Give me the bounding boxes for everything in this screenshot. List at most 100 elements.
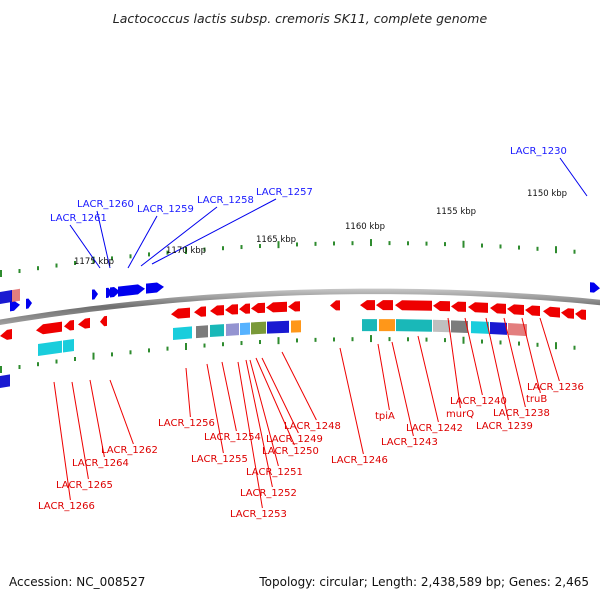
- reverse-gene: [561, 308, 574, 319]
- scale-tick: [92, 256, 95, 264]
- genome-title: Lactococcus lactis subsp. cremoris SK11,…: [112, 11, 488, 26]
- scale-tick: [111, 352, 113, 357]
- scale-tick: [74, 356, 76, 361]
- reverse-gene: [575, 309, 586, 320]
- scale-tick: [277, 241, 280, 249]
- scale-tick: [481, 243, 483, 248]
- leader-line: [464, 317, 483, 396]
- leader-line: [140, 206, 218, 267]
- reverse-gene: [210, 305, 224, 316]
- leader-line: [339, 347, 364, 455]
- forward-gene: [106, 287, 112, 298]
- scale-labels: 1150 kbp 1155 kbp 1160 kbp 1165 kbp 1170 kbp…: [74, 189, 567, 267]
- reverse-gene-label: LACR_1254: [204, 432, 261, 443]
- leader-line: [221, 361, 237, 432]
- scale-tick: [314, 241, 317, 246]
- forward-gene: [92, 289, 98, 300]
- forward-gene: [590, 282, 600, 293]
- scale-tick: [518, 341, 520, 346]
- reverse-gene-label: LACR_1236: [527, 382, 584, 393]
- scale-label: 1170 kbp: [166, 246, 206, 256]
- reverse-gene: [251, 302, 265, 314]
- leader-line: [96, 210, 111, 269]
- scale-tick: [18, 365, 21, 370]
- cog-box: [240, 322, 250, 336]
- topology-summary: Topology: circular; Length: 2,438,589 bp…: [259, 575, 589, 589]
- scale-tick: [462, 336, 465, 344]
- cog-box: [63, 338, 74, 353]
- scale-tick: [351, 337, 354, 342]
- reverse-gene-label: LACR_1265: [56, 480, 113, 491]
- leader-line: [151, 198, 277, 265]
- scale-tick: [425, 241, 428, 246]
- reverse-gene-label: LACR_1242: [406, 423, 463, 434]
- forward-gene-label: LACR_1230: [510, 146, 567, 157]
- scale-tick: [444, 338, 446, 343]
- genes: [0, 282, 600, 340]
- scale-tick: [296, 242, 298, 247]
- cog-box: [379, 319, 395, 332]
- backbone-band: [0, 288, 600, 325]
- leader-line: [206, 363, 224, 454]
- cog-box: [490, 321, 507, 335]
- scale-tick: [185, 247, 187, 255]
- scale-label: 1175 kbp: [74, 257, 114, 267]
- reverse-gene-label: LACR_1248: [284, 421, 341, 432]
- leader-line: [261, 357, 299, 434]
- reverse-gene-label: LACR_1256: [158, 418, 215, 429]
- cog-box: [471, 321, 489, 334]
- reverse-gene: [78, 317, 90, 329]
- forward-gene: [118, 284, 145, 297]
- cog-box: [396, 319, 432, 332]
- backbone: [0, 288, 600, 325]
- label-leaders: [53, 157, 588, 509]
- cog-box: [173, 326, 192, 341]
- reverse-gene: [225, 304, 238, 315]
- reverse-gene: [0, 329, 12, 340]
- scale-tick: [240, 245, 243, 250]
- scale-tick: [407, 337, 409, 342]
- scale-tick: [333, 241, 335, 246]
- reverse-gene: [288, 301, 300, 312]
- scale-tick: [166, 346, 169, 351]
- reverse-gene: [239, 303, 250, 314]
- reverse-gene: [507, 304, 524, 315]
- cog-box: [362, 319, 377, 332]
- cog-box: [0, 290, 12, 304]
- cog-box: [226, 323, 239, 336]
- cog-box: [0, 374, 10, 388]
- cog-boxes: [0, 288, 527, 388]
- scale-tick: [462, 240, 465, 248]
- reverse-gene: [433, 300, 450, 312]
- scale-tick: [148, 252, 150, 257]
- scale-tick: [444, 242, 446, 247]
- reverse-gene-label: LACR_1262: [101, 445, 158, 456]
- leader-line: [89, 379, 105, 458]
- reverse-gene: [330, 300, 340, 311]
- scale-tick: [573, 249, 576, 254]
- scale-tick: [351, 241, 354, 246]
- scale-tick: [18, 269, 21, 274]
- reverse-gene-label: LACR_1253: [230, 509, 287, 520]
- reverse-gene-label: LACR_1239: [476, 421, 533, 432]
- reverse-gene-label: LACR_1264: [72, 458, 129, 469]
- scale-tick: [222, 342, 224, 347]
- leader-line: [539, 317, 560, 382]
- scale-tick: [536, 342, 539, 347]
- scale-tick: [37, 266, 39, 271]
- leader-line: [281, 351, 317, 421]
- scale-tick: [555, 342, 557, 350]
- scale-tick: [240, 341, 243, 346]
- reverse-gene: [525, 305, 540, 317]
- scale-tick: [370, 335, 372, 343]
- cog-box: [210, 324, 224, 338]
- scale-tick: [259, 340, 261, 345]
- scale-tick: [203, 247, 206, 252]
- reverse-gene-label: LACR_1266: [38, 501, 95, 512]
- reverse-gene-label: LACR_1246: [331, 455, 388, 466]
- cog-box: [451, 320, 468, 333]
- leader-line: [377, 343, 390, 411]
- cog-box: [196, 325, 208, 339]
- scale-tick: [407, 241, 409, 246]
